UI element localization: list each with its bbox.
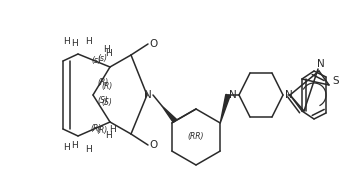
Text: H: H (63, 143, 69, 153)
Text: N: N (285, 90, 293, 100)
Text: N: N (229, 90, 237, 100)
Text: H: H (105, 132, 111, 140)
Text: (S): (S) (102, 98, 112, 108)
Text: (s): (s) (91, 57, 101, 66)
Text: (S): (S) (97, 95, 109, 105)
Text: (R): (R) (101, 83, 113, 91)
Text: (R): (R) (90, 123, 102, 132)
Text: H: H (72, 142, 78, 150)
Text: (R): (R) (96, 126, 108, 136)
Text: H: H (85, 36, 92, 46)
Text: O: O (149, 140, 157, 150)
Text: H: H (72, 40, 78, 49)
Polygon shape (162, 106, 177, 122)
Text: H: H (105, 49, 111, 57)
Text: (R): (R) (97, 78, 109, 88)
Text: N: N (317, 59, 325, 69)
Text: H: H (85, 145, 92, 153)
Text: N: N (144, 90, 152, 100)
Text: H: H (110, 125, 116, 133)
Text: H: H (63, 37, 69, 46)
Text: (RR): (RR) (188, 132, 204, 142)
Text: H: H (104, 44, 110, 53)
Text: S: S (333, 76, 339, 86)
Text: (s): (s) (97, 53, 107, 63)
Polygon shape (220, 94, 230, 123)
Text: O: O (149, 39, 157, 49)
